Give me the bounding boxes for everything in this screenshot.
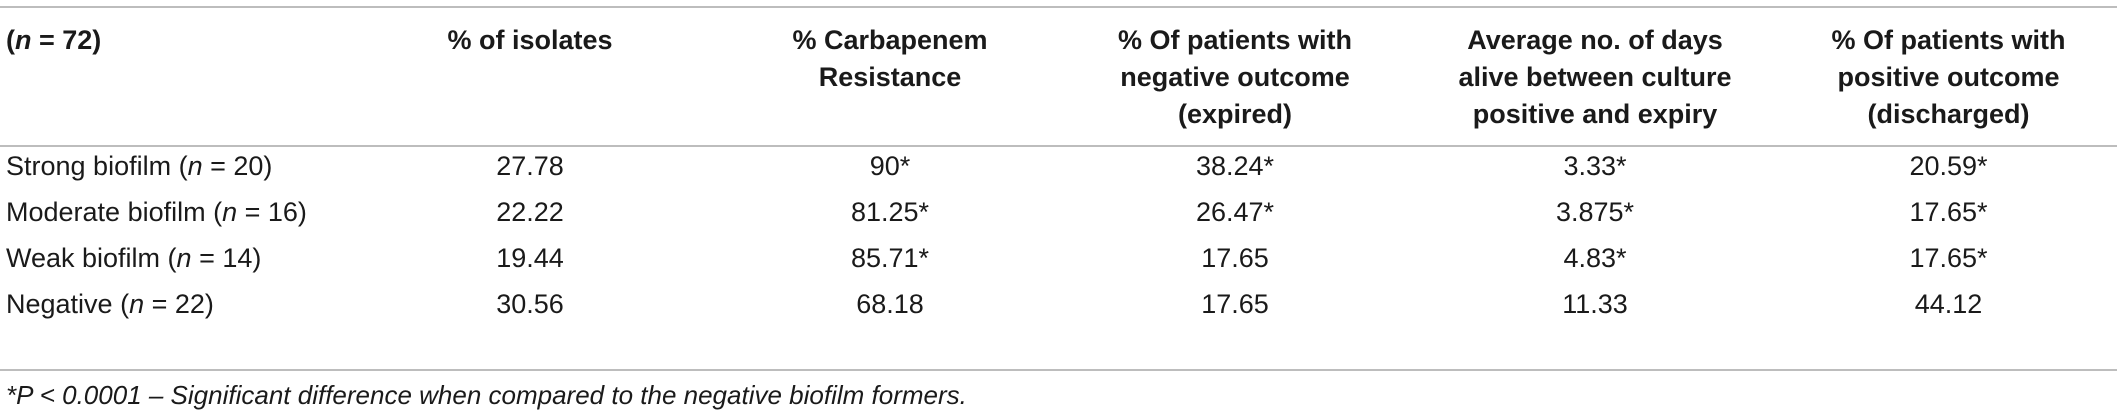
header-rule bbox=[0, 145, 2117, 147]
header-sample-size: (n = 72) bbox=[6, 25, 102, 55]
cell-carbapenem: 90* bbox=[869, 150, 911, 181]
header-row: (n = 72) % of isolates % Carbapenem Resis… bbox=[0, 8, 2117, 133]
cell-average-days: 3.33* bbox=[1563, 150, 1627, 181]
header-positive-outcome: % Of patients with positive outcome (disch… bbox=[1831, 25, 2066, 129]
cell-positive-outcome: 17.65* bbox=[1909, 242, 1988, 273]
cell-negative-outcome: 26.47* bbox=[1195, 196, 1275, 227]
header-average-days: Average no. of days alive between culture… bbox=[1458, 25, 1732, 129]
row-label: Strong biofilm (n = 20) bbox=[6, 150, 273, 181]
header-negative-outcome: % Of patients with negative outcome (expir… bbox=[1117, 25, 1352, 129]
cell-isolates: 22.22 bbox=[496, 196, 564, 227]
table-row: Moderate biofilm (n = 16) 22.22 81.25* 2… bbox=[0, 189, 2117, 235]
cell-average-days: 3.875* bbox=[1555, 196, 1635, 227]
table-row: Negative (n = 22) 30.56 68.18 17.65 11.3… bbox=[0, 281, 2117, 327]
bottom-rule bbox=[0, 369, 2117, 371]
cell-carbapenem: 68.18 bbox=[856, 288, 924, 319]
cell-positive-outcome: 20.59* bbox=[1909, 150, 1988, 181]
table-row: Weak biofilm (n = 14) 19.44 85.71* 17.65… bbox=[0, 235, 2117, 281]
cell-isolates: 27.78 bbox=[496, 150, 564, 181]
row-label: Negative (n = 22) bbox=[6, 288, 214, 319]
header-isolates: % of isolates bbox=[447, 25, 613, 55]
header-carbapenem-resistance: % Carbapenem Resistance bbox=[792, 25, 988, 92]
cell-isolates: 19.44 bbox=[496, 242, 564, 273]
row-label: Moderate biofilm (n = 16) bbox=[6, 196, 307, 227]
cell-positive-outcome: 17.65* bbox=[1909, 196, 1988, 227]
table-row: Strong biofilm (n = 20) 27.78 90* 38.24*… bbox=[0, 133, 2117, 189]
cell-average-days: 11.33 bbox=[1562, 288, 1628, 319]
top-rule bbox=[0, 6, 2117, 8]
biofilm-outcome-table: (n = 72) % of isolates % Carbapenem Resis… bbox=[0, 8, 2117, 327]
cell-carbapenem: 81.25* bbox=[850, 196, 930, 227]
table-footnote: *P < 0.0001 – Significant difference whe… bbox=[6, 380, 967, 410]
cell-negative-outcome: 17.65 bbox=[1201, 288, 1269, 319]
cell-carbapenem: 85.71* bbox=[850, 242, 930, 273]
cell-negative-outcome: 17.65 bbox=[1201, 242, 1269, 273]
cell-average-days: 4.83* bbox=[1563, 242, 1627, 273]
cell-isolates: 30.56 bbox=[496, 288, 564, 319]
row-label: Weak biofilm (n = 14) bbox=[6, 242, 262, 273]
cell-negative-outcome: 38.24* bbox=[1195, 150, 1275, 181]
cell-positive-outcome: 44.12 bbox=[1914, 288, 1983, 319]
